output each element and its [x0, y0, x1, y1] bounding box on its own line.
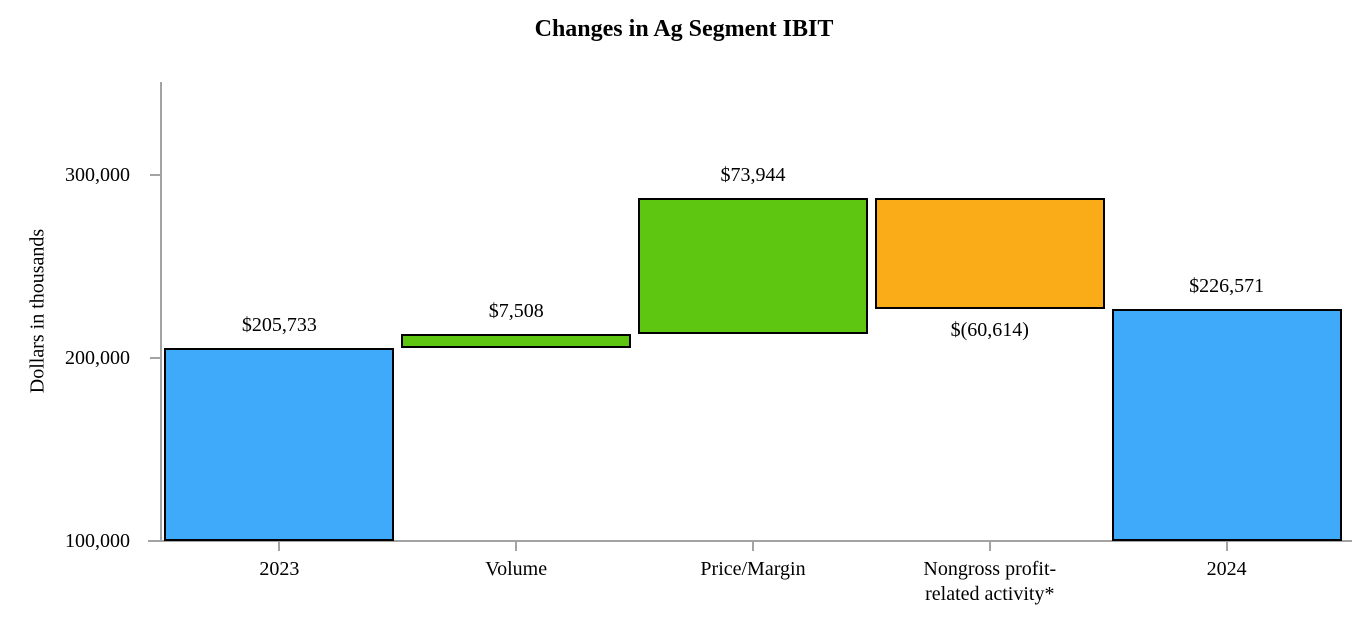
- x-axis-line: [148, 540, 1352, 542]
- x-tick-label: Volume: [485, 558, 548, 580]
- y-axis-tick: [150, 174, 160, 176]
- y-tick-label: 200,000: [65, 347, 130, 369]
- bar-2023: [164, 347, 395, 541]
- bar-value-label: $205,733: [241, 313, 317, 336]
- x-axis-tick: [752, 542, 754, 551]
- x-axis-tick: [1225, 542, 1228, 551]
- chart-title: Changes in Ag Segment IBIT: [534, 16, 834, 42]
- x-axis-tick: [278, 542, 281, 551]
- bar-nongross-profit: [874, 198, 1105, 310]
- bar-volume: [401, 333, 632, 348]
- bar-value-label: $7,508: [488, 299, 544, 322]
- y-axis-tick: [150, 540, 160, 542]
- y-axis-line: [160, 82, 162, 542]
- x-tick-label: Nongross profit- related activity*: [923, 558, 1057, 605]
- bar-value-label: $226,571: [1189, 275, 1265, 298]
- y-tick-label: 300,000: [65, 164, 130, 186]
- bar-2024: [1111, 309, 1342, 541]
- x-axis-tick: [988, 542, 991, 551]
- bar-price-margin: [638, 198, 868, 334]
- x-tick-label: 2023: [259, 558, 300, 580]
- x-tick-label: Price/Margin: [700, 558, 806, 580]
- x-tick-label: 2024: [1206, 558, 1247, 580]
- y-tick-label: 100,000: [65, 530, 130, 552]
- bar-value-label: $(60,614): [950, 319, 1029, 342]
- x-axis-tick: [515, 542, 518, 551]
- y-axis-tick: [150, 357, 160, 359]
- bar-value-label: $73,944: [720, 164, 786, 187]
